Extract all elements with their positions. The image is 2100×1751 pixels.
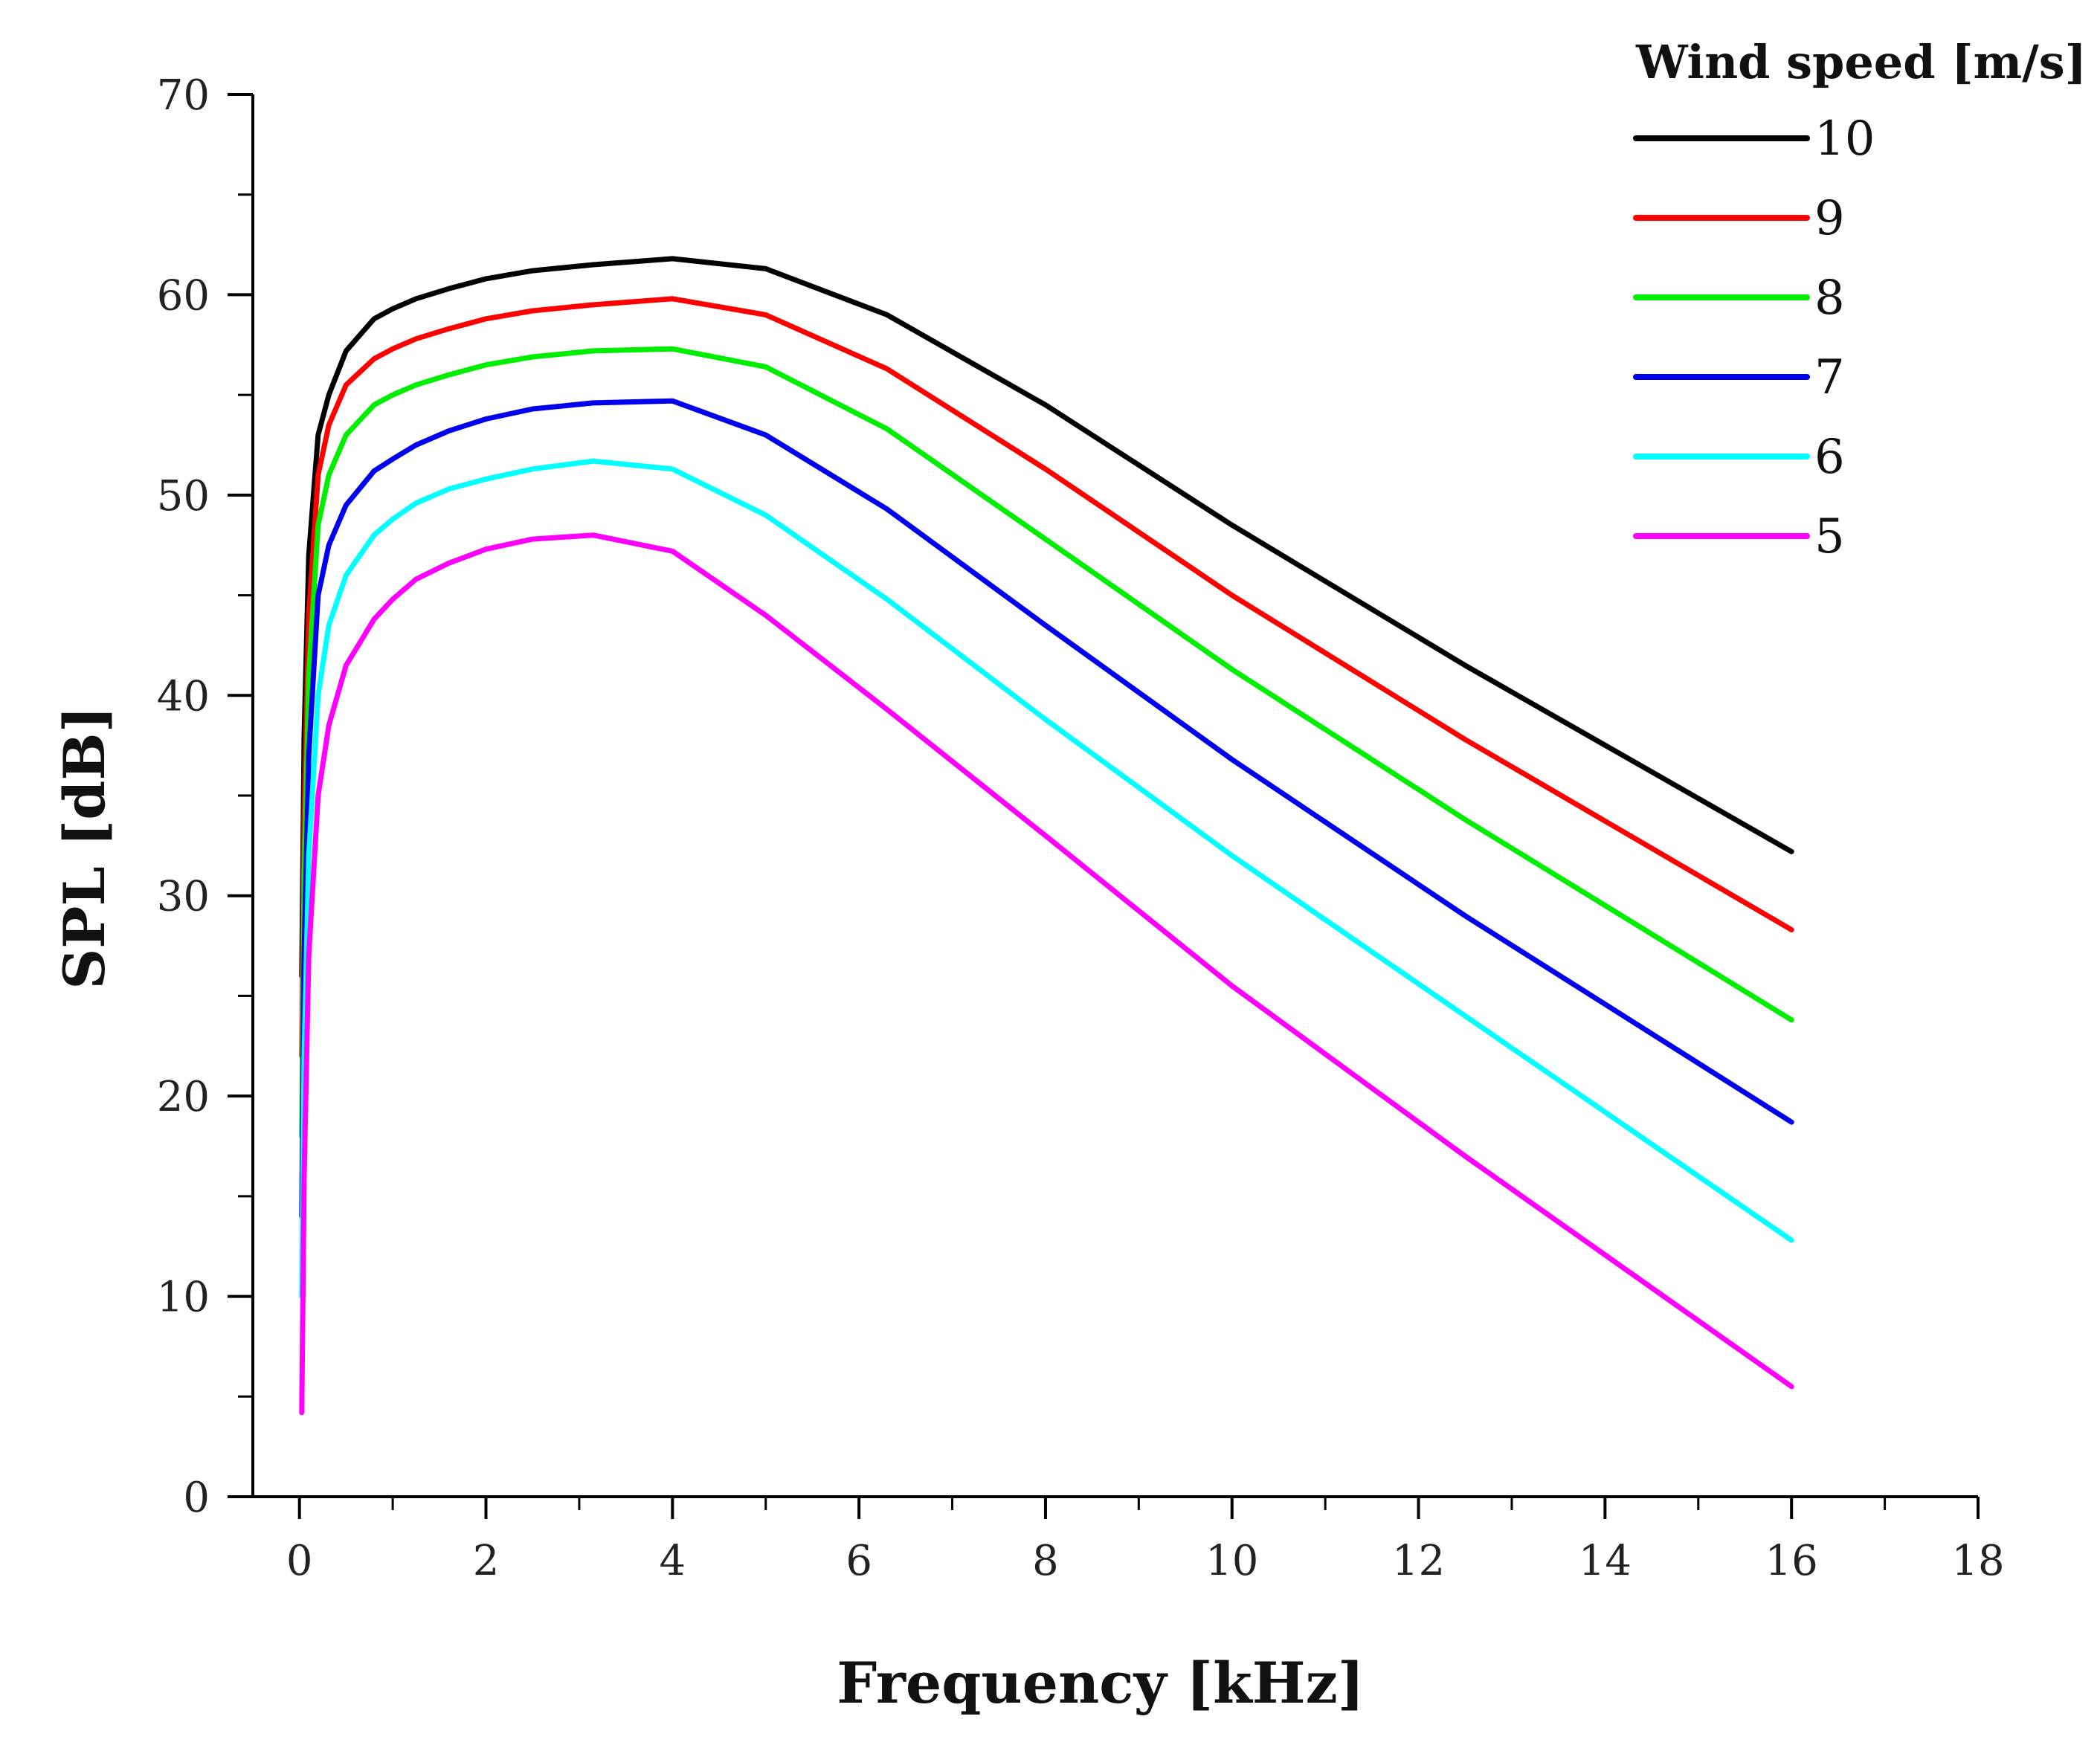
legend-label-7: 7 — [1814, 350, 1845, 405]
y-tick-label: 40 — [157, 672, 210, 720]
x-tick-label: 16 — [1765, 1537, 1818, 1585]
x-tick-label: 18 — [1951, 1537, 2004, 1585]
legend-label-9: 9 — [1814, 191, 1845, 246]
x-tick-label: 4 — [660, 1537, 686, 1585]
y-tick-label: 20 — [157, 1073, 210, 1121]
y-axis-title: SPL [dB] — [51, 706, 117, 989]
series-line-10 — [299, 256, 1794, 978]
series-layer — [299, 256, 1794, 1416]
y-tick-label: 10 — [157, 1274, 210, 1322]
x-tick-label: 14 — [1579, 1537, 1632, 1585]
series-line-9 — [299, 296, 1794, 1059]
legend-label-8: 8 — [1814, 271, 1845, 326]
y-tick-label: 50 — [157, 472, 210, 520]
y-tick-label: 70 — [157, 71, 210, 120]
y-tick-label: 0 — [183, 1474, 210, 1522]
ticks-layer: 0 2 4 6 8 10 12 14 16 18 0 10 20 30 40 50 60 70 — [157, 71, 2005, 1585]
x-tick-label: 6 — [846, 1537, 872, 1585]
legend-label-5: 5 — [1814, 509, 1845, 564]
legend: Wind speed [m/s] 10 9 8 7 6 5 — [1633, 35, 2087, 564]
series-line-6 — [299, 458, 1794, 1300]
x-tick-label: 8 — [1032, 1537, 1059, 1585]
legend-title: Wind speed [m/s] — [1635, 35, 2087, 89]
y-tick-label: 60 — [157, 271, 210, 320]
x-tick-label: 12 — [1392, 1537, 1445, 1585]
series-line-7 — [299, 398, 1794, 1219]
x-tick-label: 2 — [473, 1537, 500, 1585]
legend-label-6: 6 — [1814, 430, 1845, 485]
series-line-8 — [299, 346, 1794, 1139]
legend-label-10: 10 — [1814, 112, 1875, 167]
axes-layer — [251, 94, 1978, 1498]
y-tick-label: 30 — [157, 873, 210, 921]
x-tick-label: 10 — [1205, 1537, 1258, 1585]
x-axis-title: Frequency [kHz] — [837, 1650, 1364, 1716]
series-line-5 — [299, 532, 1794, 1416]
x-tick-label: 0 — [286, 1537, 313, 1585]
